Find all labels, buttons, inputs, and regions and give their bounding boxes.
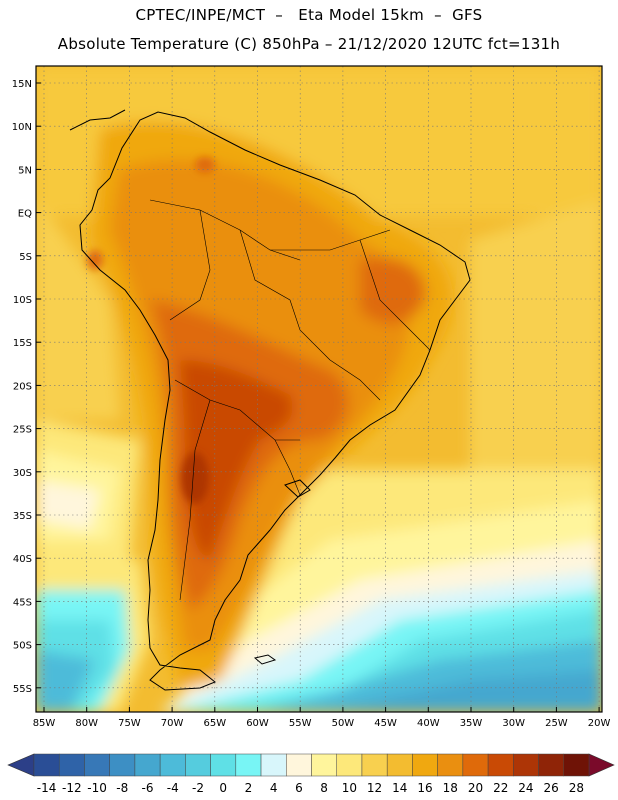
lat-label: 5S xyxy=(19,252,32,263)
colorbar-swatch xyxy=(235,753,262,777)
atlantic-yellow-band xyxy=(470,200,602,470)
colorbar-label: 20 xyxy=(468,781,483,795)
colorbar-label: -10 xyxy=(87,781,107,795)
colorbar-label: 4 xyxy=(270,781,278,795)
country-borders xyxy=(149,199,431,601)
lon-label: 55W xyxy=(289,718,312,729)
colorbar-label: 2 xyxy=(245,781,253,795)
colorbar-label: 28 xyxy=(569,781,584,795)
lat-label: 40S xyxy=(13,554,32,565)
colorbar-over-arrow xyxy=(588,753,615,777)
colorbar-label: 14 xyxy=(392,781,407,795)
colorbar-label: -14 xyxy=(37,781,57,795)
colorbar-swatch xyxy=(311,753,337,777)
colorbar-label: 18 xyxy=(443,781,458,795)
colorbar-swatch xyxy=(563,753,590,777)
pacific-yellow-band xyxy=(36,200,120,420)
colorbar-swatch xyxy=(58,753,85,777)
lon-label: 40W xyxy=(417,718,440,729)
colorbar-swatch xyxy=(159,753,186,777)
lat-label: 55S xyxy=(13,684,32,695)
colorbar-swatch xyxy=(386,753,413,777)
lat-label: 30S xyxy=(13,468,32,479)
colorbar-label: -6 xyxy=(142,781,154,795)
chart-title-line1: CPTEC/INPE/MCT – Eta Model 15km – GFS xyxy=(135,6,483,24)
lon-label: 45W xyxy=(374,718,397,729)
colorbar-swatch xyxy=(286,753,312,777)
temperature-field xyxy=(36,66,602,712)
lon-label: 20W xyxy=(588,718,611,729)
colorbar-label: -2 xyxy=(192,781,204,795)
lon-label: 60W xyxy=(246,718,269,729)
colorbar-label: 8 xyxy=(320,781,328,795)
lon-label: 75W xyxy=(118,718,141,729)
colorbar-swatch xyxy=(260,753,287,777)
lon-label: 80W xyxy=(75,718,98,729)
colorbar-swatch xyxy=(437,753,464,777)
colorbar-swatch xyxy=(210,753,237,777)
colorbar-label: 16 xyxy=(417,781,432,795)
colorbar-swatch xyxy=(336,753,363,777)
lat-label: 45S xyxy=(13,597,32,608)
lat-label: EQ xyxy=(18,209,32,220)
colorbar-swatch xyxy=(412,753,438,777)
lat-label: 5N xyxy=(18,165,32,176)
lon-label: 50W xyxy=(332,718,355,729)
colorbar-label: -8 xyxy=(116,781,128,795)
lat-label: 10N xyxy=(12,122,32,133)
colorbar-label: 24 xyxy=(518,781,533,795)
coastline xyxy=(69,109,471,691)
lon-label: 70W xyxy=(161,718,184,729)
colorbar-label: 22 xyxy=(493,781,508,795)
colorbar-label: 6 xyxy=(295,781,303,795)
colorbar-swatch xyxy=(487,753,514,777)
lat-label: 50S xyxy=(13,641,32,652)
colorbar-swatch xyxy=(134,753,161,777)
colorbar-label: 10 xyxy=(342,781,357,795)
longitude-labels: 85W 80W 75W 70W 65W 60W 55W 50W 45W 40W 35W 30W 25W 2… xyxy=(33,707,611,729)
colorbar-swatch xyxy=(513,753,539,777)
lat-label: 20S xyxy=(13,381,32,392)
colorbar-labels: -14 -12 -10 -8 -6 -4 -2 0 2 4 6 8 10 12 14 16 18 20 22 24 26… xyxy=(37,781,584,795)
colorbar-label: 26 xyxy=(544,781,559,795)
colorbar-swatch xyxy=(185,753,211,777)
colorbar-swatch xyxy=(462,753,489,777)
colorbar-swatch xyxy=(361,753,388,777)
lon-label: 85W xyxy=(33,718,56,729)
hot-spot xyxy=(181,452,209,504)
colorbar-label: -12 xyxy=(62,781,82,795)
lon-label: 65W xyxy=(203,718,226,729)
colorbar-swatch xyxy=(84,753,110,777)
colorbar xyxy=(7,753,615,777)
colorbar-swatch xyxy=(33,753,60,777)
lon-label: 35W xyxy=(460,718,483,729)
chart-title-line2: Absolute Temperature (C) 850hPa – 21/12/… xyxy=(57,35,561,53)
colorbar-swatch xyxy=(109,753,136,777)
lon-label: 30W xyxy=(502,718,525,729)
colorbar-swatch xyxy=(538,753,565,777)
colorbar-label: 0 xyxy=(219,781,227,795)
lon-label: 25W xyxy=(545,718,568,729)
latitude-labels: 15N 10N 5N EQ 5S 10S 15S 20S 25S 30S 35S 40S 45S 50S 5… xyxy=(12,79,41,695)
lat-label: 10S xyxy=(13,295,32,306)
colorbar-under-arrow xyxy=(7,753,35,777)
lat-label: 15S xyxy=(13,338,32,349)
colorbar-label: -4 xyxy=(167,781,179,795)
plot-frame xyxy=(35,65,603,713)
colorbar-label: 12 xyxy=(367,781,382,795)
lat-label: 15N xyxy=(12,79,32,90)
lat-label: 35S xyxy=(13,511,32,522)
lat-label: 25S xyxy=(13,425,32,436)
